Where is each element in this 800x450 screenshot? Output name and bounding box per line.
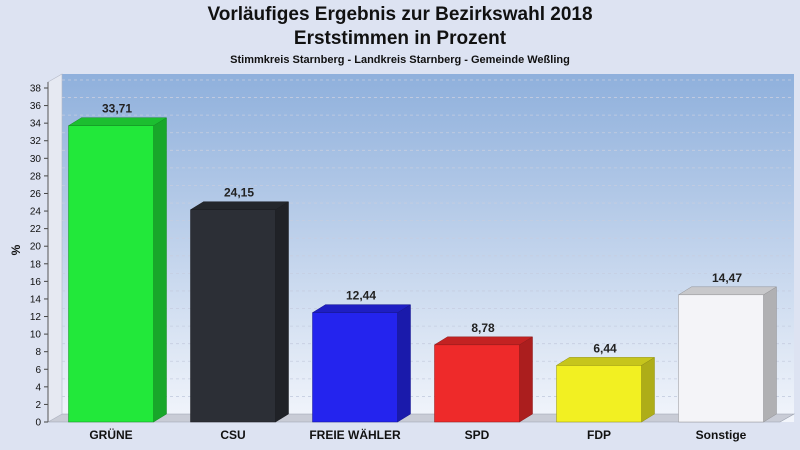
y-axis-label: % [9, 244, 23, 255]
chart-title-line1: Vorläufiges Ergebnis zur Bezirkswahl 201… [207, 4, 593, 25]
y-tick-label: 32 [30, 136, 42, 147]
plot-left-wall [47, 73, 63, 423]
bar [68, 125, 154, 423]
bar [434, 344, 520, 423]
y-tick-label: 10 [30, 330, 42, 341]
y-tick-label: 6 [35, 365, 41, 376]
bar [190, 209, 276, 423]
y-tick-label: 16 [30, 277, 42, 288]
y-tick-label: 28 [30, 171, 42, 182]
bar-top [189, 201, 290, 210]
x-tick-label: FREIE WÄHLER [309, 427, 401, 442]
y-tick-label: 20 [30, 242, 42, 253]
chart-subtitle: Stimmkreis Starnberg - Landkreis Starnbe… [230, 54, 570, 66]
bar-side [397, 304, 411, 423]
bar-value-label: 8,78 [471, 321, 495, 335]
bar [678, 294, 764, 423]
y-tick-label: 22 [30, 224, 42, 235]
y-tick-label: 36 [30, 101, 42, 112]
x-tick-label: Sonstige [696, 428, 747, 442]
bar-top [67, 117, 168, 126]
y-tick-label: 26 [30, 189, 42, 200]
y-tick-label: 4 [35, 382, 41, 393]
y-tick-label: 12 [30, 312, 42, 323]
bar-value-label: 6,44 [593, 341, 617, 355]
bar-top [677, 286, 778, 296]
y-tick-label: 8 [35, 347, 41, 358]
bar-value-label: 12,44 [346, 289, 376, 303]
x-tick-label: SPD [465, 428, 490, 442]
plot-background [62, 74, 794, 422]
bar [312, 312, 398, 423]
y-tick-label: 24 [30, 207, 42, 218]
bar-top [433, 336, 534, 346]
y-tick-label: 18 [30, 259, 42, 270]
x-tick-label: CSU [220, 428, 245, 442]
bar [556, 365, 642, 423]
bar-value-label: 14,47 [712, 271, 742, 285]
y-tick-label: 30 [30, 154, 42, 165]
bar-value-label: 33,71 [102, 102, 132, 116]
bar-side [153, 117, 167, 423]
bar-side [641, 356, 655, 423]
bar-side [275, 201, 289, 423]
chart-title-line2: Erststimmen in Prozent [293, 28, 507, 49]
y-tick-label: 0 [35, 418, 41, 429]
y-tick-label: 2 [35, 400, 41, 411]
bar-side [763, 286, 777, 423]
y-tick-label: 14 [30, 294, 42, 305]
bar-side [519, 336, 533, 423]
x-tick-label: GRÜNE [89, 427, 132, 442]
y-tick-label: 38 [30, 84, 42, 95]
bar-top [311, 304, 412, 313]
y-tick-label: 34 [30, 119, 42, 130]
x-tick-label: FDP [587, 428, 611, 442]
bar-value-label: 24,15 [224, 186, 254, 200]
bar-top [555, 357, 656, 366]
